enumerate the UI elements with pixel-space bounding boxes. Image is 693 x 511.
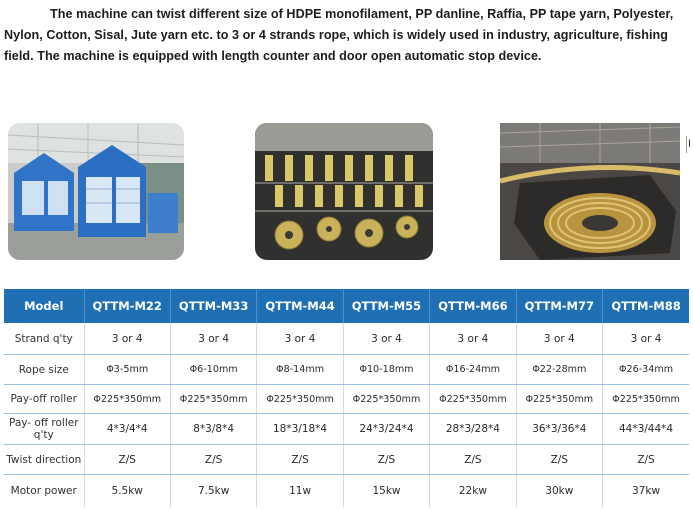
- table-cell: 8*3/8*4: [170, 413, 258, 445]
- table-cell: 22kw: [429, 474, 517, 507]
- table-cell: 5.5kw: [84, 474, 171, 507]
- table-cell: 30kw: [516, 474, 604, 507]
- table-cell: 18*3/18*4: [256, 413, 344, 445]
- table-cell: Z/S: [429, 444, 517, 475]
- photo-rope-drum: [500, 123, 680, 260]
- table-cell: Φ3-5mm: [84, 354, 171, 385]
- table-row-motor-power: Motor power 5.5kw 7.5kw 11w 15kw 22kw 30…: [4, 474, 689, 507]
- table-cell: Z/S: [256, 444, 344, 475]
- table-cell: Φ225*350mm: [343, 384, 431, 414]
- table-cell: 4*3/4*4: [84, 413, 171, 445]
- photo-twisting-machines: [8, 123, 184, 260]
- row-label: Rope size: [4, 354, 85, 385]
- table-cell: Φ8-14mm: [256, 354, 344, 385]
- row-label: Strand q'ty: [4, 323, 85, 355]
- intro-line-3: field. The machine is equipped with leng…: [4, 49, 542, 63]
- intro-line-1: The machine can twist different size of …: [50, 7, 674, 21]
- header-model-m66: QTTM-M66: [429, 289, 517, 323]
- table-cell: Φ26-34mm: [602, 354, 689, 385]
- table-cell: 3 or 4: [170, 323, 258, 355]
- table-cell: Φ225*350mm: [429, 384, 517, 414]
- table-cell: Z/S: [170, 444, 258, 475]
- table-cell: Φ10-18mm: [343, 354, 431, 385]
- table-cell: Φ22-28mm: [516, 354, 604, 385]
- table-cell: Φ6-10mm: [170, 354, 258, 385]
- table-cell: 3 or 4: [343, 323, 431, 355]
- header-model-m55: QTTM-M55: [343, 289, 431, 323]
- table-cell: Φ225*350mm: [84, 384, 171, 414]
- table-row-twist-direction: Twist direction Z/S Z/S Z/S Z/S Z/S Z/S …: [4, 444, 689, 475]
- table-row-pay-off-roller: Pay-off roller Φ225*350mm Φ225*350mm Φ22…: [4, 384, 689, 414]
- table-cell: Z/S: [516, 444, 604, 475]
- table-cell: Φ225*350mm: [170, 384, 258, 414]
- table-cell: 44*3/44*4: [602, 413, 689, 445]
- table-cell: Φ225*350mm: [602, 384, 689, 414]
- table-cell: 36*3/36*4: [516, 413, 604, 445]
- table-cell: Φ225*350mm: [256, 384, 344, 414]
- table-row-pay-off-roller-qty: Pay- off roller q'ty 4*3/4*4 8*3/8*4 18*…: [4, 413, 689, 445]
- spec-header-row: Model QTTM-M22 QTTM-M33 QTTM-M44 QTTM-M5…: [4, 289, 689, 323]
- row-label: Twist direction: [4, 444, 85, 475]
- table-cell: Z/S: [343, 444, 431, 475]
- header-model-m22: QTTM-M22: [84, 289, 171, 323]
- header-model-m88: QTTM-M88: [602, 289, 689, 323]
- table-cell: 11w: [256, 474, 344, 507]
- table-cell: 3 or 4: [256, 323, 344, 355]
- intro-line-2: Nylon, Cotton, Sisal, Jute yarn etc. to …: [4, 28, 669, 42]
- table-cell: 28*3/28*4: [429, 413, 517, 445]
- intro-paragraph: The machine can twist different size of …: [4, 4, 690, 67]
- header-model-m33: QTTM-M33: [170, 289, 258, 323]
- table-cell: Z/S: [84, 444, 171, 475]
- header-model-m77: QTTM-M77: [516, 289, 604, 323]
- header-model: Model: [4, 289, 85, 323]
- spec-table: Model QTTM-M22 QTTM-M33 QTTM-M44 QTTM-M5…: [4, 289, 689, 507]
- table-row-strand-qty: Strand q'ty 3 or 4 3 or 4 3 or 4 3 or 4 …: [4, 323, 689, 355]
- edge-glyph-text: I: [688, 138, 692, 150]
- header-model-m44: QTTM-M44: [256, 289, 344, 323]
- page-edge-glyph: I: [686, 136, 693, 153]
- row-label: Pay-off roller: [4, 384, 85, 414]
- photo-bobbin-creel: [255, 123, 433, 260]
- table-row-rope-size: Rope size Φ3-5mm Φ6-10mm Φ8-14mm Φ10-18m…: [4, 354, 689, 385]
- table-cell: 37kw: [632, 485, 661, 497]
- table-cell: 7.5kw: [170, 474, 258, 507]
- table-cell: 15kw: [343, 474, 431, 507]
- table-cell: 3 or 4: [429, 323, 517, 355]
- table-cell: 24*3/24*4: [343, 413, 431, 445]
- table-cell: Φ16-24mm: [429, 354, 517, 385]
- table-cell: Z/S: [602, 444, 689, 475]
- row-label: Motor power: [4, 474, 85, 507]
- table-cell: 3 or 4: [602, 323, 689, 355]
- table-cell: 3 or 4: [84, 323, 171, 355]
- row-label: Pay- off roller q'ty: [4, 413, 85, 445]
- table-cell: Φ225*350mm: [516, 384, 604, 414]
- table-cell: 3 or 4: [516, 323, 604, 355]
